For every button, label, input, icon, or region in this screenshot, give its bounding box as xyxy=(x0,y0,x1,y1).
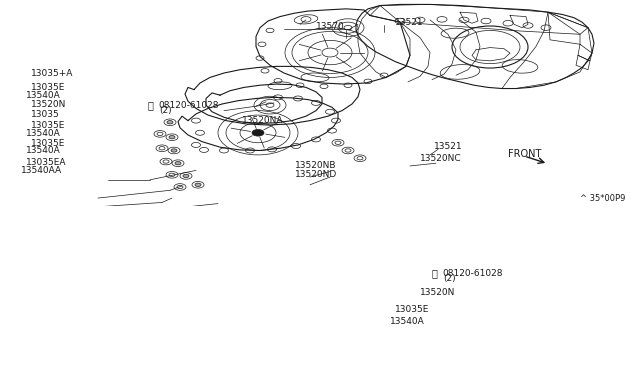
Text: 13035E: 13035E xyxy=(31,138,65,148)
Circle shape xyxy=(252,129,264,136)
Text: 13035E: 13035E xyxy=(31,121,65,130)
Text: 13035E: 13035E xyxy=(395,305,429,314)
Text: 08120-61028: 08120-61028 xyxy=(442,269,502,278)
Text: FRONT: FRONT xyxy=(508,149,541,159)
Text: 13540A: 13540A xyxy=(26,129,60,138)
Text: 13521: 13521 xyxy=(434,142,463,151)
Circle shape xyxy=(183,174,189,177)
Text: 13521: 13521 xyxy=(395,17,424,27)
Text: 13520N: 13520N xyxy=(420,288,456,296)
Text: Ⓑ: Ⓑ xyxy=(432,268,438,278)
Text: 13540A: 13540A xyxy=(26,91,60,100)
Text: ^ 35*00P9: ^ 35*00P9 xyxy=(580,193,625,203)
Text: 13520NA: 13520NA xyxy=(242,116,284,125)
Circle shape xyxy=(169,135,175,139)
Text: 13520NC: 13520NC xyxy=(420,154,461,163)
Text: 13540A: 13540A xyxy=(26,146,60,155)
Text: 13540AA: 13540AA xyxy=(20,166,61,175)
Text: 13520N: 13520N xyxy=(31,100,66,109)
Text: 13035: 13035 xyxy=(31,110,60,119)
Text: 13540A: 13540A xyxy=(390,317,425,327)
Text: 13035EA: 13035EA xyxy=(26,158,66,167)
Text: 08120-61028: 08120-61028 xyxy=(158,100,218,110)
Circle shape xyxy=(195,183,201,186)
Text: (2): (2) xyxy=(159,106,172,115)
Text: 13520NB: 13520NB xyxy=(295,161,337,170)
Text: 13520ND: 13520ND xyxy=(295,170,337,179)
Text: Ⓑ: Ⓑ xyxy=(148,100,154,110)
Circle shape xyxy=(171,149,177,152)
Circle shape xyxy=(175,161,181,165)
Text: (2): (2) xyxy=(443,274,456,283)
Circle shape xyxy=(167,121,173,124)
Text: 13570: 13570 xyxy=(316,22,344,31)
Text: 13035+A: 13035+A xyxy=(31,68,73,77)
Text: 13035E: 13035E xyxy=(31,83,65,92)
